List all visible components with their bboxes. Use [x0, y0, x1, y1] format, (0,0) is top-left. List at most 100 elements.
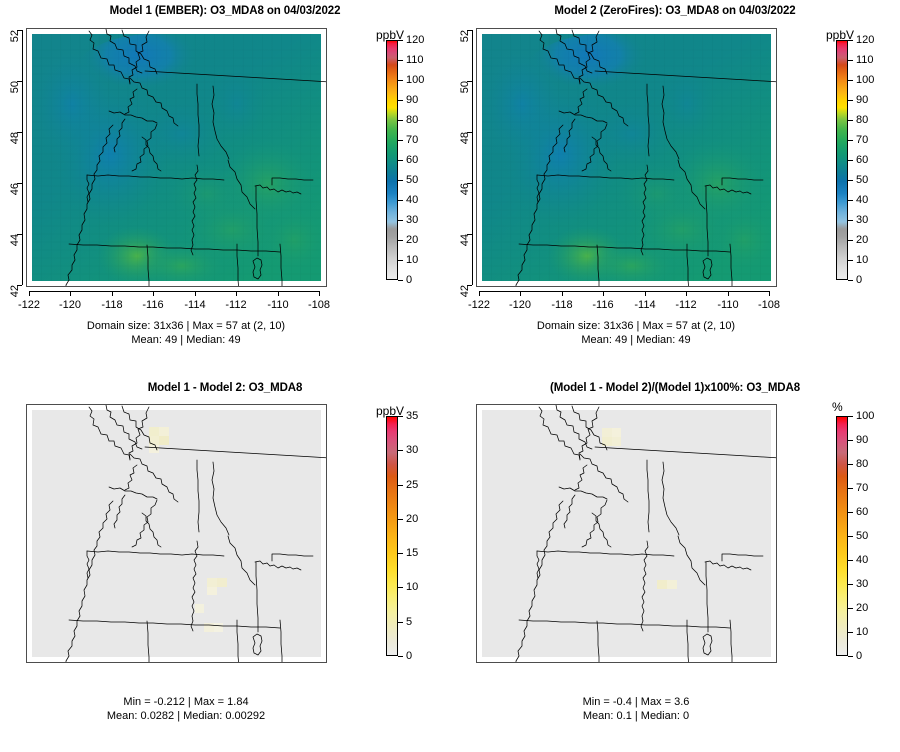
plot-frame-model1	[26, 28, 327, 287]
x-tick-label: -112	[675, 299, 697, 311]
colorbar-gradient	[837, 41, 847, 279]
x-tick-label: -114	[634, 299, 656, 311]
map-outlines-model1	[65, 29, 326, 286]
colorbar-tick	[398, 260, 403, 261]
colorbar-unit-model1: ppbV	[376, 28, 405, 42]
colorbar-label: 80	[856, 114, 869, 126]
y-tick-label: 52	[459, 30, 471, 43]
colorbar-tick	[398, 621, 403, 623]
panel-caption-difference: Min = -0.212 | Max = 1.84 Mean: 0.0282 |…	[106, 696, 266, 722]
colorbar-tick	[398, 656, 403, 657]
colorbar-tick	[398, 280, 403, 281]
colorbar-label: 20	[406, 512, 419, 525]
panel-caption-model2: Domain size: 31x36 | Max = 57 at (2, 10)…	[536, 320, 736, 346]
colorbar-label: 60	[856, 154, 869, 166]
y-axis-line-model2	[472, 30, 473, 285]
x-tick	[195, 291, 196, 296]
y-tick-label: 44	[459, 234, 471, 247]
x-tick-label: -110	[267, 299, 289, 311]
colorbar-difference[interactable]	[386, 416, 398, 656]
x-tick-label: -122	[17, 299, 41, 311]
colorbar-label: 70	[406, 134, 419, 146]
plot-frame-difference	[26, 404, 327, 663]
colorbar-tick	[398, 587, 403, 589]
colorbar-unit-model2: ppbV	[826, 28, 855, 42]
colorbar-tick	[398, 553, 403, 555]
panel-percent-difference: (Model 1 - Model 2)/(Model 1)x100%: O3_M…	[450, 376, 900, 752]
colorbar-label: 70	[856, 134, 869, 146]
y-tick	[467, 30, 472, 31]
colorbar-tick	[848, 512, 853, 513]
colorbar-tick	[848, 416, 853, 417]
y-tick	[467, 285, 472, 286]
colorbar-tick	[848, 160, 853, 161]
panel-title-model2: Model 2 (ZeroFires): O3_MDA8 on 04/03/20…	[554, 5, 796, 17]
x-tick-label: -118	[101, 299, 123, 311]
y-tick-label: 46	[459, 183, 471, 196]
y-axis-line-model1	[22, 30, 23, 285]
colorbar-tick	[848, 100, 853, 101]
colorbar-label: 100	[856, 74, 875, 86]
colorbar-label: 70	[856, 482, 869, 494]
colorbar-gradient	[387, 417, 397, 655]
map-outlines-percent-difference	[515, 405, 776, 662]
colorbar-tick	[848, 120, 853, 121]
colorbar-tick	[848, 260, 853, 261]
colorbar-label: 50	[856, 530, 869, 542]
x-tick	[153, 291, 154, 296]
y-tick-label: 44	[9, 234, 21, 247]
x-tick	[645, 291, 646, 296]
colorbar-label: 0	[856, 650, 863, 662]
colorbar-label: 40	[406, 194, 419, 206]
colorbar-tick	[848, 560, 853, 561]
colorbar-label: 110	[406, 54, 424, 66]
colorbar-label: 30	[406, 214, 419, 226]
x-axis-line-model2	[479, 291, 769, 292]
colorbar-tick	[398, 160, 403, 161]
colorbar-label: 110	[856, 54, 874, 66]
colorbar-tick	[398, 100, 403, 101]
colorbar-label: 30	[856, 578, 869, 590]
x-tick	[686, 291, 687, 296]
y-tick	[17, 234, 22, 235]
colorbar-label: 80	[406, 114, 419, 126]
colorbar-label: 50	[856, 174, 869, 186]
y-tick	[467, 234, 472, 235]
colorbar-label: 120	[856, 34, 875, 46]
y-tick-label: 52	[9, 30, 21, 43]
colorbar-tick	[398, 80, 403, 81]
x-tick	[278, 291, 279, 296]
colorbar-label: 25	[406, 478, 419, 491]
colorbar-tick	[848, 608, 853, 609]
colorbar-percent-difference[interactable]	[836, 416, 848, 656]
colorbar-label: 10	[406, 581, 419, 594]
x-tick	[769, 291, 770, 296]
colorbar-tick	[848, 632, 853, 633]
x-axis-line-model1	[29, 291, 319, 292]
colorbar-label: 40	[856, 194, 869, 206]
colorbar-label: 20	[856, 234, 869, 246]
x-tick-label: -122	[467, 299, 491, 311]
colorbar-tick	[848, 280, 853, 281]
colorbar-gradient	[837, 417, 847, 655]
colorbar-label: 90	[856, 94, 869, 106]
panel-caption-model1: Domain size: 31x36 | Max = 57 at (2, 10)…	[86, 320, 286, 346]
colorbar-model1[interactable]	[386, 40, 398, 280]
colorbar-label: 100	[406, 74, 425, 86]
colorbar-tick	[398, 120, 403, 121]
x-tick	[70, 291, 71, 296]
map-outlines-difference	[65, 405, 326, 662]
x-tick	[112, 291, 113, 296]
colorbar-unit-percent-difference: %	[832, 400, 843, 414]
colorbar-label: 10	[856, 626, 869, 638]
y-tick-label: 46	[9, 183, 21, 196]
colorbar-tick	[848, 440, 853, 441]
x-tick-label: -112	[225, 299, 247, 311]
x-tick	[520, 291, 521, 296]
y-tick	[17, 132, 22, 133]
colorbar-label: 5	[406, 615, 413, 628]
colorbar-tick	[848, 656, 853, 657]
colorbar-tick	[848, 464, 853, 465]
colorbar-label: 20	[406, 234, 419, 246]
colorbar-model2[interactable]	[836, 40, 848, 280]
